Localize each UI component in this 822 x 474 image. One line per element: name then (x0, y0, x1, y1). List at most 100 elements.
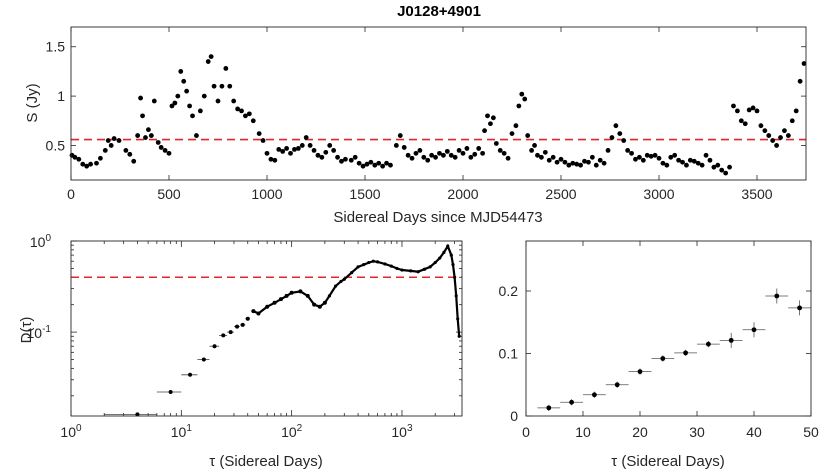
lightcurve-point (148, 133, 154, 138)
lightcurve-point (327, 143, 333, 148)
lightcurve-point (505, 155, 511, 161)
lightcurve-point (601, 160, 607, 166)
lightcurve-point (672, 152, 678, 158)
lightcurve-point (429, 152, 435, 158)
lightcurve-point (617, 131, 623, 137)
lightcurve-point (348, 157, 354, 163)
lightcurve-point (597, 157, 603, 163)
lightcurve-point (264, 150, 270, 156)
lightcurve-point (303, 135, 309, 140)
lightcurve-point (593, 162, 599, 168)
lightcurve-point (116, 138, 122, 143)
lightcurve-point (425, 157, 431, 163)
lightcurve-point (72, 154, 78, 160)
sf-log-xtick-exponent: 2 (297, 423, 303, 434)
lightcurve-point (441, 152, 446, 158)
lightcurve-point (723, 170, 729, 176)
lightcurve-point (138, 95, 143, 101)
lightcurve-points (69, 54, 807, 176)
lightcurve-point (742, 121, 748, 127)
lightcurve-point (605, 147, 611, 153)
lightcurve-point (276, 147, 282, 152)
lightcurve-point (272, 157, 278, 163)
lightcurve-point (135, 133, 141, 138)
sf-log-panel: 100 101 102 103 1 0 -1 100 τ (Sidereal Days) D(… (18, 233, 463, 470)
lightcurve-point (223, 66, 229, 71)
sf-linear-point (774, 293, 780, 299)
lightcurve-point (472, 151, 478, 157)
lightcurve-point (691, 158, 697, 164)
lightcurve-point (307, 143, 313, 148)
sf-linear-points (537, 288, 811, 411)
lightcurve-point (774, 143, 779, 148)
lightcurve-point (501, 150, 507, 156)
lightcurve-point (778, 135, 783, 140)
sf-linear-point (660, 356, 666, 361)
lightcurve-point (703, 152, 709, 158)
sf-linear-point (683, 350, 688, 356)
lightcurve-point (143, 135, 148, 140)
lightcurve-point (364, 161, 370, 167)
sf-log-xtick-label: 101 (171, 423, 193, 440)
lightcurve-point (711, 164, 717, 170)
lightcurve-point (256, 131, 262, 137)
sf-log-xtick-label: 102 (281, 423, 303, 440)
lightcurve-point (108, 143, 114, 148)
lightcurve-ytick-label: 1 (57, 88, 65, 104)
lightcurve-point (468, 154, 474, 160)
lightcurve-point (190, 113, 195, 119)
lightcurve-point (625, 147, 631, 153)
lightcurve-point (444, 148, 450, 154)
lightcurve-point (719, 167, 725, 173)
lightcurve-point (516, 103, 522, 109)
sf-linear-xtick-label: 20 (632, 424, 648, 440)
lightcurve-point (656, 155, 662, 161)
lightcurve-point (172, 100, 178, 106)
lightcurve-point (570, 160, 576, 166)
lightcurve-point (105, 138, 111, 143)
lightcurve-point (758, 123, 764, 129)
lightcurve-point (384, 160, 389, 166)
lightcurve-point (738, 118, 744, 124)
lightcurve-point (155, 140, 161, 145)
lightcurve-point (731, 103, 736, 109)
lightcurve-point (522, 96, 528, 102)
lightcurve-point (162, 147, 168, 153)
lightcurve-point (676, 157, 681, 163)
lightcurve-point (187, 103, 192, 109)
lightcurve-point (433, 154, 438, 160)
sf-linear-xtick-label: 40 (746, 424, 762, 440)
sf-log-ylabel: D(τ) (18, 317, 35, 344)
lightcurve-point (250, 118, 256, 124)
lightcurve-point (292, 147, 297, 152)
lightcurve-point (532, 143, 537, 148)
lightcurve-point (652, 152, 658, 158)
lightcurve-point (476, 146, 482, 151)
lightcurve-point (343, 156, 348, 162)
sf-linear-point (728, 337, 734, 343)
sf-log-point (212, 344, 217, 349)
lightcurve-xtick-label: 3500 (741, 186, 772, 202)
lightcurve-point (589, 154, 595, 160)
lightcurve-point (640, 157, 646, 163)
lightcurve-point (482, 128, 487, 134)
lightcurve-point (513, 123, 519, 129)
lightcurve-point (542, 149, 548, 155)
lightcurve-point (762, 128, 768, 134)
lightcurve-point (488, 121, 493, 127)
lightcurve-point (335, 154, 340, 160)
lightcurve-point (793, 108, 799, 114)
lightcurve-point (146, 127, 151, 133)
lightcurve-point (319, 154, 325, 160)
lightcurve-point (582, 158, 587, 164)
lightcurve-point (208, 54, 214, 60)
sf-linear-panel: 0 10 20 30 40 50 0 0.1 0.2 τ (Sidereal Days) (499, 240, 819, 470)
sf-log-point (135, 412, 140, 417)
lightcurve-xlabel: Sidereal Days since MJD54473 (333, 209, 542, 226)
lightcurve-point (437, 150, 442, 156)
lightcurve-point (268, 156, 274, 162)
lightcurve-point (766, 133, 772, 138)
lightcurve-point (562, 159, 568, 165)
sf-log-point (228, 330, 233, 335)
lightcurve-xtick-label: 500 (157, 186, 181, 202)
